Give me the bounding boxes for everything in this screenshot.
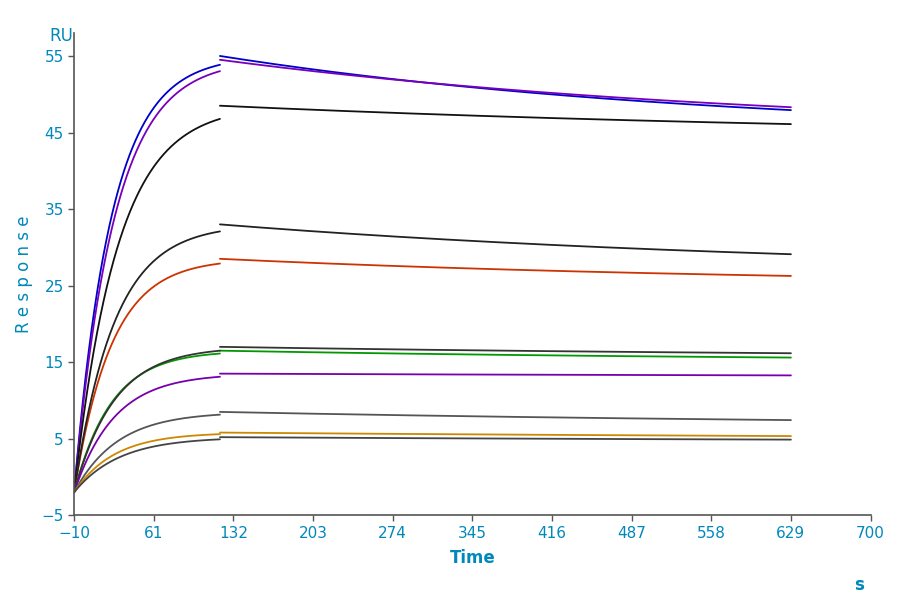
Y-axis label: R e s p o n s e: R e s p o n s e: [15, 215, 33, 333]
Text: RU: RU: [50, 27, 74, 45]
X-axis label: Time: Time: [449, 549, 495, 567]
Text: s: s: [855, 576, 864, 594]
